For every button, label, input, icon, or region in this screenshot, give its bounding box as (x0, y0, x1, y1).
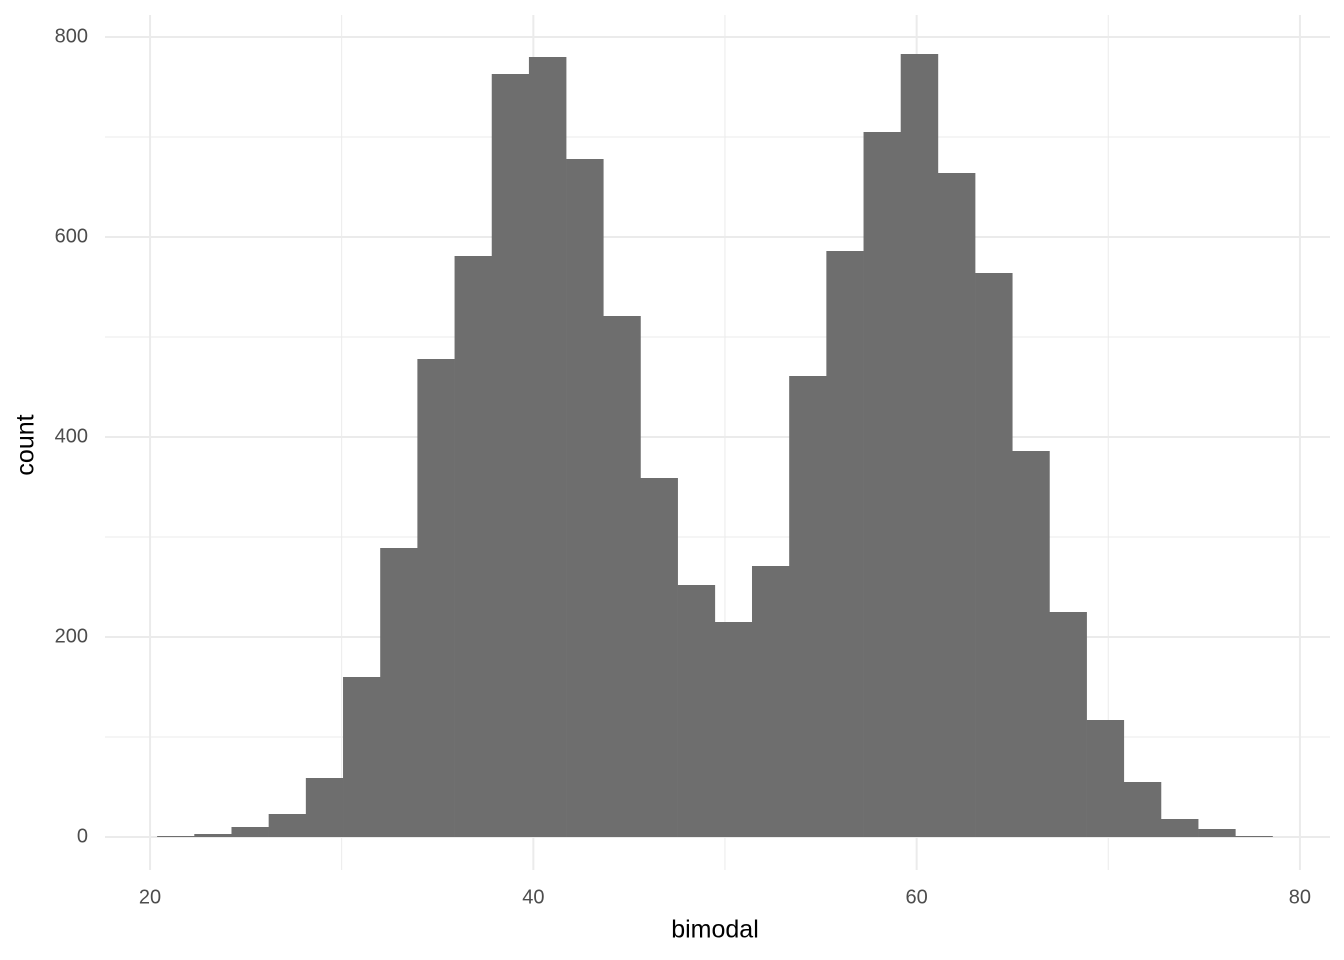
bar (491, 74, 530, 837)
bar (566, 159, 604, 837)
bar (1123, 782, 1162, 837)
bar (157, 836, 195, 837)
x-tick-label: 60 (905, 886, 927, 908)
bar (1235, 836, 1273, 837)
bar (751, 566, 790, 837)
bar (1198, 829, 1236, 837)
bar (826, 251, 864, 837)
bar (789, 376, 827, 837)
bar (603, 316, 641, 837)
bar (677, 585, 716, 837)
bar (231, 827, 269, 837)
y-tick-label: 800 (55, 25, 88, 47)
x-tick-label: 80 (1289, 886, 1311, 908)
bar (863, 132, 902, 837)
bar (714, 622, 753, 837)
bar (1012, 451, 1050, 837)
y-tick-label: 600 (55, 225, 88, 247)
bar (1160, 819, 1199, 837)
x-tick-label: 20 (139, 886, 161, 908)
bar (640, 478, 678, 837)
x-tick-label: 40 (522, 886, 544, 908)
y-tick-label: 400 (55, 425, 88, 447)
bar (417, 359, 455, 837)
bar (380, 548, 418, 837)
bar (194, 834, 232, 837)
bar (305, 778, 344, 837)
bar (975, 273, 1013, 837)
bar (268, 814, 307, 837)
bar (528, 57, 567, 837)
bar (1086, 720, 1125, 837)
y-tick-label: 0 (77, 825, 88, 847)
x-axis-title: bimodal (671, 916, 759, 944)
bar (1049, 612, 1087, 837)
bar (900, 54, 939, 837)
y-tick-label: 200 (55, 625, 88, 647)
bar (937, 173, 976, 837)
bar (343, 677, 381, 837)
bar (454, 256, 493, 837)
y-axis-title: count (12, 414, 40, 475)
